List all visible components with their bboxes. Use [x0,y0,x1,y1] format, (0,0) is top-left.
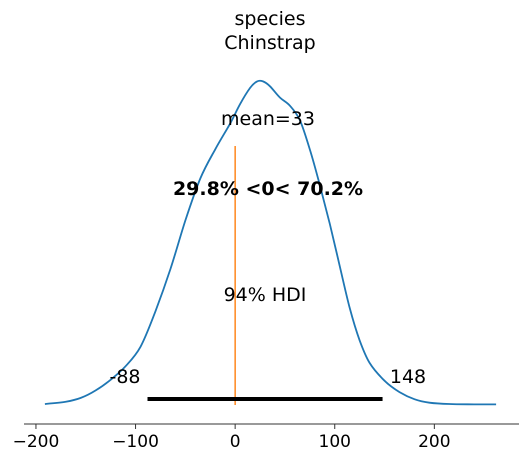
mean-label: mean=33 [221,108,315,130]
x-tick-label: 100 [319,432,351,452]
reference-label: 29.8% <0< 70.2% [173,178,363,200]
x-tick-label: 200 [418,432,450,452]
x-tick-label: −200 [13,432,60,452]
hdi-low-label: -88 [109,366,140,388]
hdi-high-label: 148 [390,366,426,388]
x-tick-label: 0 [230,432,241,452]
x-tick-label: −100 [112,432,159,452]
plot-marks: −200 −100 0 100 200 [13,79,519,452]
hdi-label: 94% HDI [224,284,307,306]
chart-title-line1: species [235,8,306,30]
density-curve [44,79,497,406]
chart-title-line2: Chinstrap [224,32,316,54]
